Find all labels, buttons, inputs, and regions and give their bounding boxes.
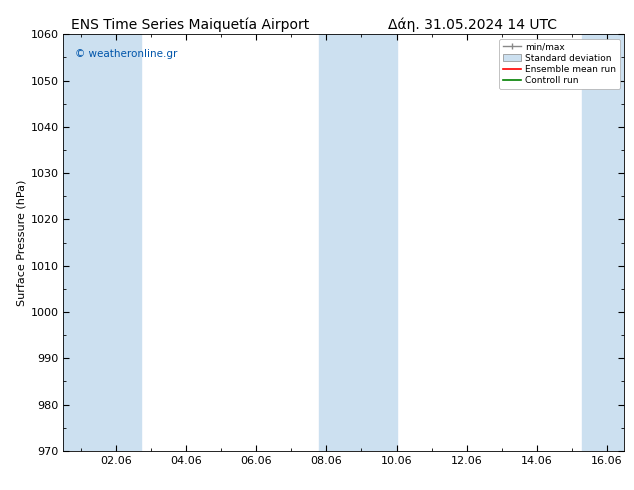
Bar	[320, 34, 396, 451]
Text: © weatheronline.gr: © weatheronline.gr	[75, 49, 177, 59]
Text: Δάη. 31.05.2024 14 UTC: Δάη. 31.05.2024 14 UTC	[388, 17, 557, 32]
Text: ENS Time Series Maiquetía Airport: ENS Time Series Maiquetía Airport	[71, 17, 309, 32]
Bar	[583, 34, 624, 451]
Legend: min/max, Standard deviation, Ensemble mean run, Controll run: min/max, Standard deviation, Ensemble me…	[499, 39, 620, 89]
Bar	[63, 34, 141, 451]
Y-axis label: Surface Pressure (hPa): Surface Pressure (hPa)	[16, 179, 26, 306]
